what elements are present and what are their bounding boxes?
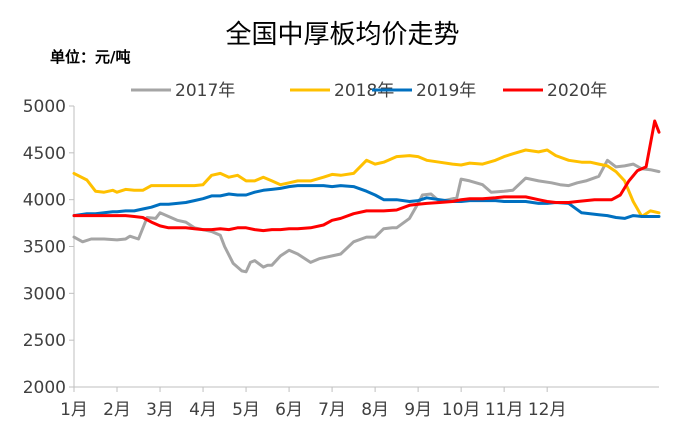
x-tick-label: 1月: [60, 400, 88, 420]
y-tick-label: 3000: [23, 284, 66, 304]
legend-label-2017年: 2017年: [175, 81, 235, 101]
legend-label-2019年: 2019年: [416, 81, 476, 101]
x-tick-label: 4月: [189, 400, 217, 420]
legend-label-2020年: 2020年: [547, 81, 607, 101]
y-tick-label: 4500: [23, 144, 66, 164]
x-tick-label: 10月: [442, 400, 481, 420]
legend-label-2018年: 2018年: [334, 81, 394, 101]
x-tick-label: 11月: [485, 400, 524, 420]
x-tick-label: 3月: [146, 400, 174, 420]
series-line-2017年: [72, 158, 661, 274]
x-tick-label: 8月: [361, 400, 389, 420]
y-tick-label: 2500: [23, 331, 66, 351]
unit-label: 单位：元/吨: [50, 48, 131, 66]
y-tick-label: 4000: [23, 191, 66, 211]
x-tick-label: 7月: [318, 400, 346, 420]
x-tick-label: 6月: [275, 400, 303, 420]
x-tick-label: 2月: [103, 400, 131, 420]
x-tick-label: 9月: [404, 400, 432, 420]
series-line-2018年: [72, 148, 661, 218]
y-tick-label: 5000: [23, 97, 66, 117]
x-tick-label: 12月: [528, 400, 567, 420]
y-tick-label: 3500: [23, 238, 66, 258]
chart-title: 全国中厚板均价走势: [225, 20, 460, 50]
series-line-2020年: [72, 119, 661, 233]
y-tick-label: 2000: [23, 378, 66, 398]
x-tick-label: 5月: [232, 400, 260, 420]
